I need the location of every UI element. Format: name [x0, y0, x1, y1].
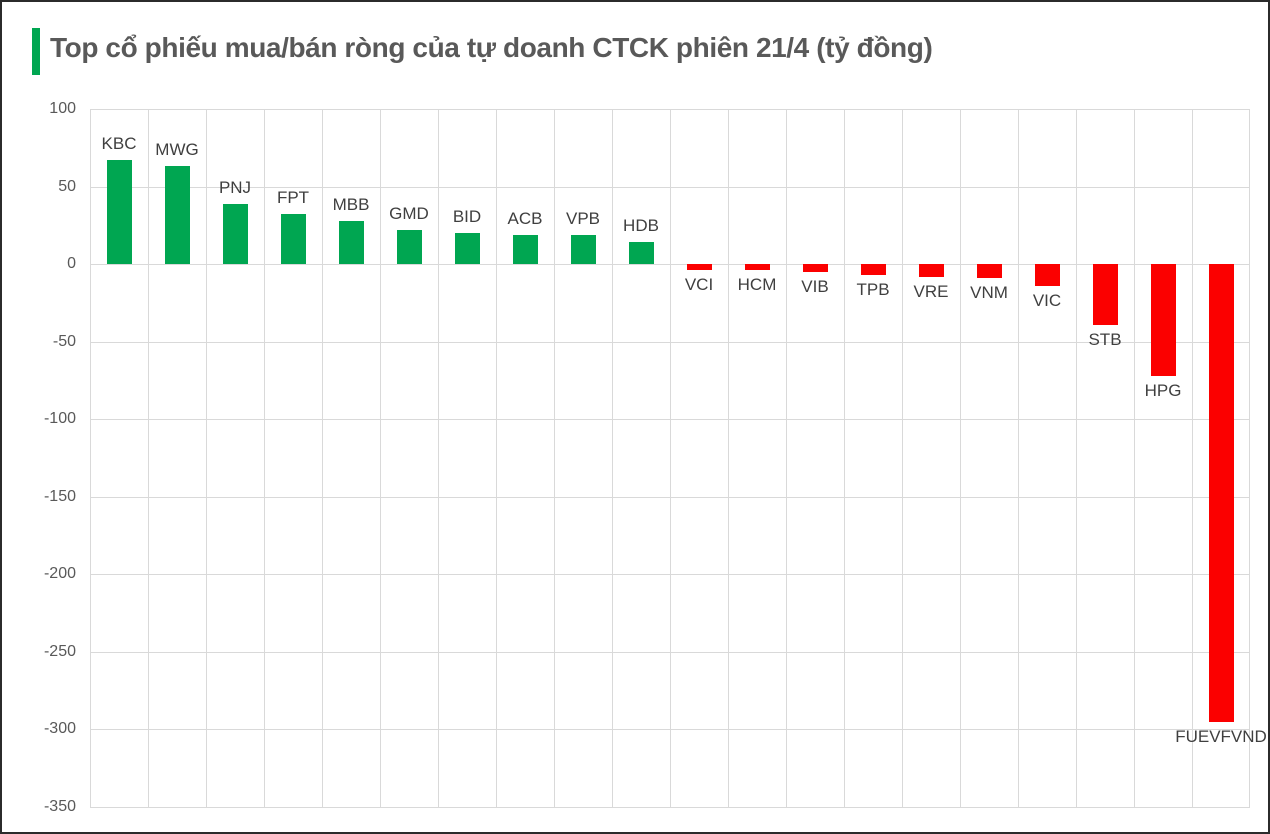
bar-label-gmd: GMD	[389, 204, 429, 223]
v-gridline	[380, 109, 381, 807]
v-gridline	[90, 109, 91, 807]
plot-area: KBC MWG PNJ FPT MBB GMD BID ACB VPB HDB VCI HCM VIB T…	[90, 109, 1267, 808]
y-axis: 100 50 0 -50 -100 -150 -200 -250 -300 -350	[2, 101, 82, 815]
bar-label-mwg: MWG	[155, 140, 199, 160]
bar-label-stb: STB	[1088, 329, 1122, 349]
v-gridline	[960, 109, 961, 807]
bar-label-hcm: HCM	[737, 275, 777, 295]
bar-vic	[1034, 264, 1060, 286]
bar-label-vib: VIB	[801, 276, 829, 296]
y-axis-tick-label: -50	[52, 332, 76, 350]
bar-hdb	[628, 242, 654, 265]
bar-vib	[802, 264, 828, 272]
v-gridline	[438, 109, 439, 807]
bar-label-acb: ACB	[507, 208, 543, 228]
bar-vpb	[570, 234, 596, 265]
v-gridline	[844, 109, 845, 807]
bar-hcm	[744, 264, 770, 271]
bar-bid	[454, 233, 480, 265]
bar-label-vre: VRE	[913, 281, 949, 301]
bar-fuevfvnd	[1208, 264, 1234, 722]
title-accent-bar	[32, 28, 40, 75]
y-axis-tick-label: 100	[49, 100, 76, 117]
bar-label-hdb: HDB	[623, 216, 659, 236]
bar-label-vpb: VPB	[565, 208, 601, 228]
bar-pnj	[222, 203, 248, 265]
bar-mwg	[164, 166, 190, 265]
bar-stb	[1092, 264, 1118, 325]
bar-label-fuevfvnd: FUEVFVND	[1175, 726, 1267, 746]
v-gridline	[496, 109, 497, 807]
y-axis-tick-label: -350	[43, 798, 76, 815]
v-gridline	[1076, 109, 1077, 807]
bar-gmd	[396, 229, 422, 265]
bar-vci	[686, 264, 712, 271]
y-axis-tick-label: 50	[58, 177, 76, 195]
bar-label-pnj: PNJ	[218, 177, 252, 197]
v-gridline	[612, 109, 613, 807]
bar-acb	[512, 234, 538, 265]
bar-mbb	[338, 220, 364, 265]
v-gridline	[1249, 109, 1250, 807]
v-gridline	[148, 109, 149, 807]
bar-hpg	[1150, 264, 1176, 376]
bar-label-vic: VIC	[1032, 290, 1062, 310]
y-axis-tick-label: -300	[43, 720, 76, 738]
bar-vre	[918, 264, 944, 277]
v-gridline	[206, 109, 207, 807]
h-gridline	[90, 807, 1250, 808]
bar-kbc	[106, 160, 132, 265]
v-gridline	[670, 109, 671, 807]
y-axis-tick-label: -150	[43, 487, 76, 505]
bar-label-kbc: KBC	[101, 134, 137, 154]
v-gridline	[1192, 109, 1193, 807]
y-axis-tick-label: -200	[43, 565, 76, 583]
bar-label-fpt: FPT	[276, 188, 310, 208]
v-gridline	[1018, 109, 1019, 807]
bar-label-tpb: TPB	[856, 279, 890, 299]
v-gridline	[728, 109, 729, 807]
bar-tpb	[860, 264, 886, 275]
chart-title: Top cổ phiếu mua/bán ròng của tự doanh C…	[50, 32, 933, 63]
v-gridline	[902, 109, 903, 807]
v-gridline	[264, 109, 265, 807]
bar-label-bid: BID	[452, 207, 482, 227]
y-axis-tick-label: -100	[43, 410, 76, 428]
bar-fpt	[280, 214, 306, 265]
v-gridline	[786, 109, 787, 807]
bar-label-vnm: VNM	[970, 283, 1008, 303]
v-gridline	[554, 109, 555, 807]
bar-label-vci: VCI	[684, 275, 714, 295]
bar-label-hpg: HPG	[1144, 380, 1182, 400]
v-gridline	[1134, 109, 1135, 807]
y-axis-tick-label: -250	[43, 642, 76, 660]
bar-label-mbb: MBB	[332, 194, 370, 214]
y-axis-tick-label: 0	[67, 255, 76, 273]
bar-vnm	[976, 264, 1002, 279]
v-gridline	[322, 109, 323, 807]
